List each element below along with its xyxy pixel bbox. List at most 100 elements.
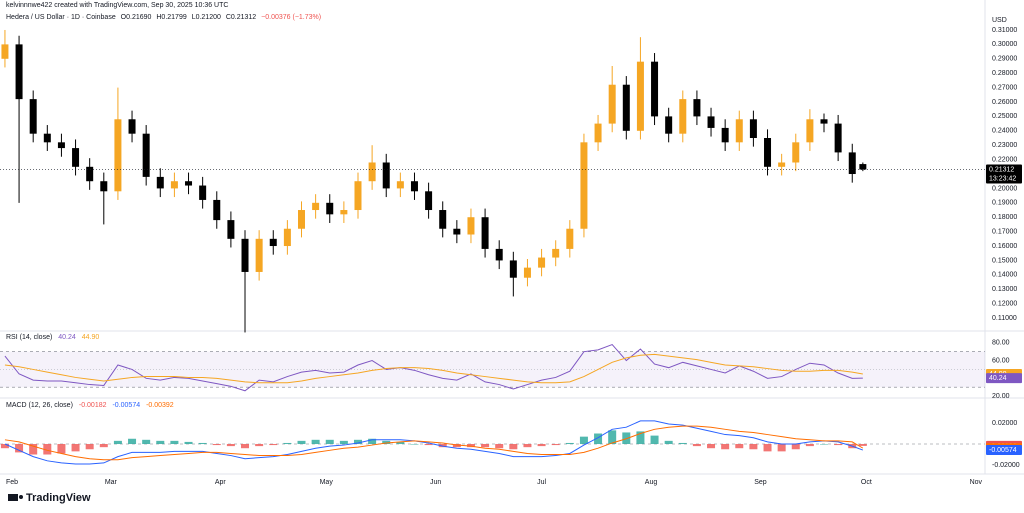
x-tick-label: Jun xyxy=(430,479,441,486)
histogram-bar xyxy=(128,438,137,445)
y-tick-label: 0.15000 xyxy=(992,257,1017,264)
histogram-bar xyxy=(678,442,687,445)
candle-body xyxy=(538,257,546,268)
histogram-bar xyxy=(608,430,617,445)
candle-body xyxy=(29,99,37,134)
y-tick-label: 0.11000 xyxy=(992,315,1017,322)
y-tick-label: 0.17000 xyxy=(992,228,1017,235)
histogram-bar xyxy=(858,444,867,446)
candle-body xyxy=(693,99,701,117)
ohlc: C0.21312 xyxy=(225,14,257,21)
candle-body xyxy=(298,210,306,229)
x-tick-label: Apr xyxy=(215,479,227,486)
rsi-title: RSI (14, close) xyxy=(6,334,53,341)
ohlc: L0.21200 xyxy=(191,14,221,21)
candle-body xyxy=(566,228,574,249)
y-tick-label: 0.30000 xyxy=(992,41,1017,48)
y-tick-label: 0.02000 xyxy=(992,420,1017,427)
candle-body xyxy=(227,220,235,239)
y-tick-label: 20.00 xyxy=(992,393,1010,400)
change: −0.00376 (−1.73%) xyxy=(261,14,322,21)
y-tick-label: 80.00 xyxy=(992,340,1010,347)
candle-body xyxy=(57,142,65,149)
candle-body xyxy=(213,199,221,221)
histogram-bar xyxy=(777,444,786,452)
macd-line xyxy=(4,425,864,461)
candle-body xyxy=(396,181,404,189)
signal-value: -0.00392 xyxy=(146,402,174,409)
histogram-bar xyxy=(707,444,716,449)
histogram-bar xyxy=(466,444,475,448)
rsi-legend: RSI (14, close) 40.24 44.90 xyxy=(6,334,103,341)
histogram-bar xyxy=(664,440,673,445)
candle-body xyxy=(523,267,531,278)
candle-body xyxy=(326,202,334,215)
current-price: 0.21312 xyxy=(989,166,1014,173)
candle-body xyxy=(608,84,616,124)
candle-body xyxy=(269,238,277,247)
candle-body xyxy=(1,44,9,59)
histogram-bar xyxy=(170,440,179,445)
candle-body xyxy=(764,138,772,167)
histogram-bar xyxy=(692,444,701,447)
candle-body xyxy=(735,119,743,143)
histogram-bar xyxy=(85,444,94,450)
candle-body xyxy=(467,217,475,235)
histogram-bar xyxy=(382,440,391,445)
y-tick-label: 0.13000 xyxy=(992,286,1017,293)
histogram-bar xyxy=(325,439,334,445)
histogram-bar xyxy=(551,444,560,446)
x-tick-label: Jul xyxy=(537,479,546,486)
price-box xyxy=(986,164,1022,184)
candle-body xyxy=(72,148,80,167)
histogram-bar xyxy=(226,444,235,447)
axis-value-label: -0.00574 xyxy=(989,447,1017,454)
y-tick-label: 0.12000 xyxy=(992,300,1017,307)
candle-body xyxy=(453,228,461,235)
candle-body xyxy=(806,119,814,143)
y-tick-label: 60.00 xyxy=(992,357,1010,364)
histogram-bar xyxy=(579,436,588,445)
candle-body xyxy=(707,116,715,128)
histogram-bar xyxy=(71,444,80,452)
histogram-bar xyxy=(0,444,9,449)
logo-icon xyxy=(19,495,23,499)
histogram-bar xyxy=(283,442,292,445)
histogram-bar xyxy=(339,440,348,445)
histogram-bar xyxy=(791,444,800,450)
y-tick-label: 0.20000 xyxy=(992,185,1017,192)
rsi-value: 40.24 xyxy=(58,334,76,341)
countdown: 13:23:42 xyxy=(989,175,1016,182)
x-tick-label: Nov xyxy=(970,479,983,486)
y-tick-label: 0.22000 xyxy=(992,156,1017,163)
histogram-bar xyxy=(198,442,207,445)
candle-body xyxy=(142,133,150,177)
macd-legend: MACD (12, 26, close) -0.00182 -0.00574 -… xyxy=(6,402,178,409)
histogram-bar xyxy=(537,444,546,447)
histogram-bar xyxy=(142,439,151,445)
rsi-line xyxy=(4,353,863,384)
histogram-bar xyxy=(57,444,66,454)
x-tick-label: Sep xyxy=(754,479,767,486)
histogram-bar xyxy=(297,440,306,445)
candle-body xyxy=(312,202,320,211)
histogram-bar xyxy=(763,444,772,452)
candle-body xyxy=(382,162,390,189)
histogram-bar xyxy=(156,440,165,445)
histogram-bar xyxy=(749,444,758,450)
y-tick-label: 0.24000 xyxy=(992,128,1017,135)
candle-body xyxy=(43,133,51,143)
histogram-bar xyxy=(212,444,221,446)
histogram-bar xyxy=(15,444,24,453)
rsi-line xyxy=(4,343,863,392)
candle-body xyxy=(859,164,867,170)
candle-body xyxy=(580,142,588,229)
histogram-bar xyxy=(43,444,52,455)
histogram-bar xyxy=(184,441,193,445)
candle-body xyxy=(495,248,503,261)
histogram-bar xyxy=(353,439,362,445)
rsi-ma-value: 44.90 xyxy=(81,334,100,341)
x-tick-label: Mar xyxy=(105,479,118,486)
histogram-bar xyxy=(820,444,829,445)
